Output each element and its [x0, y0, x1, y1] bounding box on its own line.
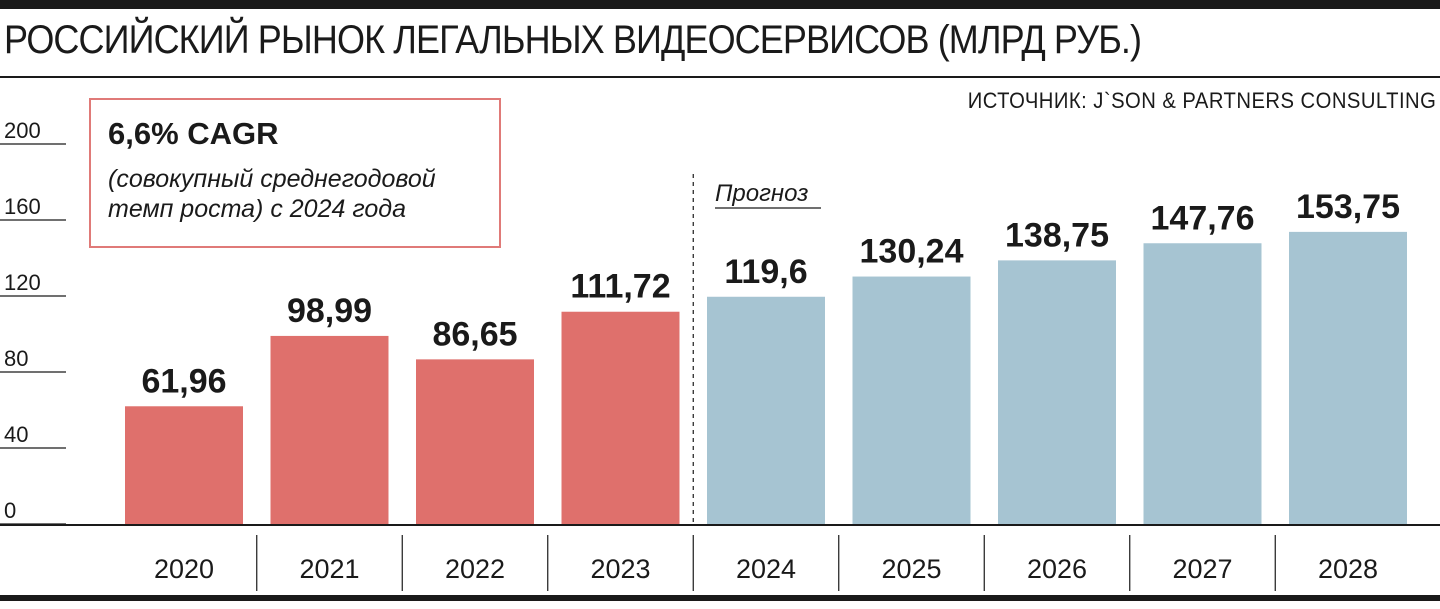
bar	[1289, 231, 1407, 524]
bar-value-label: 147,76	[1151, 199, 1255, 237]
y-tick-label: 160	[4, 194, 41, 219]
forecast-label: Прогноз	[715, 180, 808, 207]
bar-value-label: 98,99	[287, 292, 372, 330]
chart-title: РОССИЙСКИЙ РЫНОК ЛЕГАЛЬНЫХ ВИДЕОСЕРВИСОВ…	[4, 18, 1142, 62]
x-tick-label: 2025	[881, 554, 941, 584]
x-tick-label: 2022	[445, 554, 505, 584]
bar	[998, 260, 1116, 524]
y-tick-label: 80	[4, 346, 28, 371]
title-rule	[0, 76, 1440, 78]
bar	[416, 359, 534, 524]
bar	[1143, 243, 1262, 525]
y-tick-label: 200	[4, 118, 41, 143]
bar-value-label: 111,72	[570, 268, 670, 306]
cagr-description: (совокупный среднегодовой темп роста) с …	[108, 165, 436, 223]
bar-value-label: 86,65	[432, 315, 517, 353]
bar-value-label: 61,96	[141, 362, 226, 400]
bar-value-label: 138,75	[1005, 216, 1109, 254]
cagr-value: 6,6% CAGR	[108, 116, 279, 151]
x-tick-label: 2021	[299, 554, 359, 584]
y-tick-label: 120	[4, 270, 41, 295]
bar-value-label: 153,75	[1296, 188, 1400, 226]
bar-value-label: 130,24	[860, 233, 964, 271]
bar	[125, 406, 243, 524]
bar	[852, 276, 971, 524]
x-tick-label: 2024	[736, 554, 796, 584]
cagr-callout: 6,6% CAGR (совокупный среднегодовой темп…	[89, 98, 501, 248]
x-tick-label: 2026	[1027, 554, 1087, 584]
bar	[270, 335, 389, 524]
bottom-rule	[0, 595, 1440, 601]
x-tick-label: 2023	[590, 554, 650, 584]
top-rule	[0, 0, 1440, 9]
x-tick-label: 2020	[154, 554, 214, 584]
x-tick-label: 2028	[1318, 554, 1378, 584]
bar-value-label: 119,6	[724, 253, 807, 291]
bar	[707, 296, 825, 524]
bar	[561, 311, 680, 524]
source-note: ИСТОЧНИК: J`SON & PARTNERS CONSULTING	[967, 88, 1436, 113]
x-tick-label: 2027	[1172, 554, 1232, 584]
y-tick-label: 40	[4, 422, 28, 447]
y-tick-label: 0	[4, 498, 16, 523]
